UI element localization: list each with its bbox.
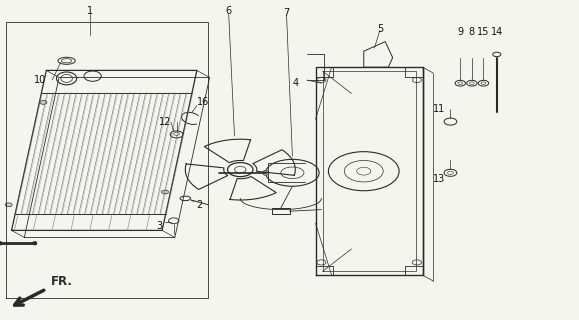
Text: FR.: FR. (51, 275, 73, 288)
Text: 1: 1 (87, 6, 93, 16)
Text: 11: 11 (433, 104, 445, 114)
Text: 10: 10 (34, 75, 47, 85)
Text: 14: 14 (490, 27, 503, 37)
Bar (272, 208, 290, 214)
Ellipse shape (263, 170, 269, 175)
Text: 2: 2 (197, 200, 203, 210)
Text: 13: 13 (433, 174, 445, 184)
Text: 16: 16 (196, 97, 209, 108)
Text: 3: 3 (156, 220, 162, 231)
Circle shape (162, 190, 168, 194)
Ellipse shape (0, 241, 2, 245)
Circle shape (5, 203, 12, 207)
Ellipse shape (32, 241, 37, 245)
Text: 8: 8 (469, 27, 475, 37)
Text: 9: 9 (457, 27, 463, 37)
Text: 7: 7 (284, 8, 290, 18)
Text: 5: 5 (377, 24, 383, 34)
Text: 4: 4 (292, 78, 298, 88)
Text: 6: 6 (226, 6, 232, 16)
Text: 15: 15 (477, 27, 490, 37)
Circle shape (40, 100, 47, 104)
Text: 12: 12 (159, 117, 171, 127)
